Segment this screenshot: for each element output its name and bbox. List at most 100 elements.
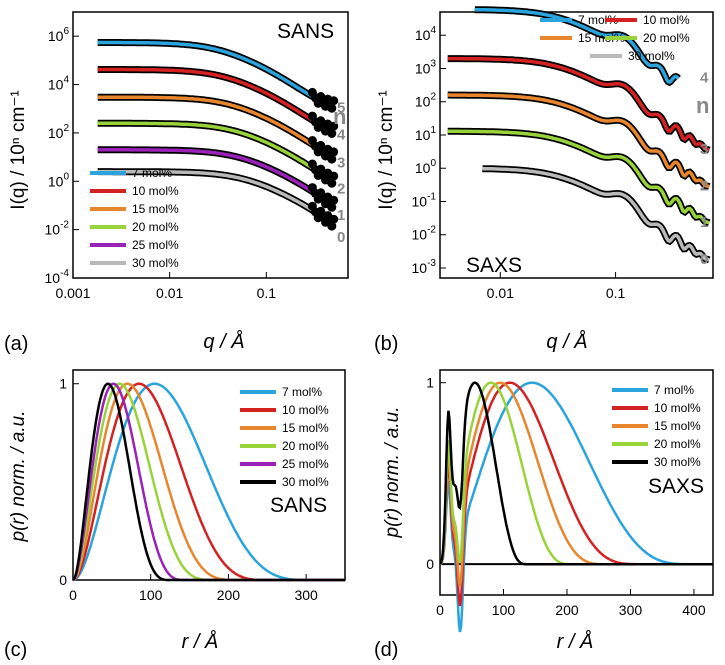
panel-c-pr-line	[72, 382, 345, 582]
panel-b-n-label: 3	[700, 141, 708, 158]
panel-a-xlabel: q / Å	[203, 330, 244, 353]
panel-a-data-point	[329, 214, 339, 224]
panel-d-pr-line	[439, 381, 713, 566]
panel-c-ytick-label: 0	[59, 572, 67, 588]
panel-c-ytick-label: 1	[59, 376, 67, 392]
panel-a-ytick-label: 102	[48, 123, 70, 141]
panel-a-fit-line	[97, 95, 335, 158]
panel-c-legend-label: 15 mol%	[282, 421, 329, 435]
panel-a-legend-label: 20 mol%	[132, 220, 179, 234]
panel-c-content: 0 100 200 300 0 1 7 mol% 10 mol% 15 mol% 20 mol% 2…	[59, 369, 346, 603]
panel-c-xtick-label: 300	[294, 587, 318, 603]
panel-b-ytick-label: 10-3	[412, 258, 437, 276]
panel-b-fit-line	[447, 56, 710, 152]
panel-a-data-point	[329, 96, 339, 106]
panel-b-title: SAXS	[466, 254, 522, 277]
panel-a-data-point	[327, 221, 337, 231]
panel-b-legend-label: 20 mol%	[643, 31, 690, 45]
panel-a-n-label: 3	[337, 155, 345, 172]
panel-a-n-label: 2	[337, 181, 345, 198]
panel-b-n-label: 2	[700, 178, 708, 195]
panel-c-ylabel: p(r) norm. / a.u.	[8, 411, 29, 543]
panel-c-legend-label: 25 mol%	[282, 457, 329, 471]
panel-b-n-header: n	[696, 93, 709, 118]
panel-a-n-label: 4	[337, 127, 346, 144]
panel-d-legend-label: 7 mol%	[654, 383, 694, 397]
panel-d-pr-line	[439, 381, 713, 633]
panel-a-xtick-label: 0.1	[257, 285, 277, 301]
panel-a-ylabel: I(q) / 10ⁿ cm⁻¹	[8, 90, 29, 209]
panel-a-data-point	[329, 195, 339, 205]
panel-a-data-point	[329, 121, 339, 131]
panel-a-legend-label: 10 mol%	[132, 184, 179, 198]
panel-b-fit-line	[447, 129, 710, 225]
panel-d-ytick-label: 0	[426, 556, 434, 572]
panel-c-xlabel: r / Å	[182, 630, 219, 653]
panel-b-ytick-label: 100	[415, 158, 437, 176]
panel-b-n-label: 1	[700, 214, 708, 231]
panel-b-frame	[439, 11, 714, 279]
panel-a-n-label: 0	[337, 229, 345, 246]
panel-c-xtick-label: 100	[139, 587, 163, 603]
panel-b-fit-line	[447, 93, 710, 189]
panel-d-legend-label: 20 mol%	[654, 437, 701, 451]
panel-a-data-point	[327, 178, 337, 188]
panel-d-content: 0 100 200 300 400 0 1 7 mol% 10 mol% 15 mol% 20 mo…	[426, 369, 714, 633]
panel-d-title: SAXS	[648, 475, 704, 498]
panel-c-xtick-label: 200	[217, 587, 241, 603]
panel-b-ylabel: I(q) / 10ⁿ cm⁻¹	[376, 90, 397, 209]
panel-a-ytick-label: 104	[48, 75, 70, 93]
panel-a-legend-label: 7 mol%	[132, 166, 172, 180]
panel-b-content: 0.01 0.1 10-3 10-2 10-1 100 101 102 103 104 4 3 2 1 0 7…	[412, 6, 714, 301]
panel-a-xtick-label: 0.001	[55, 285, 90, 301]
panel-b-ytick-label: 103	[415, 58, 437, 76]
panel-d-xtick-label: 300	[619, 602, 643, 618]
panel-b-n-label: 0	[700, 251, 708, 268]
panel-a-ytick-label: 100	[48, 171, 70, 189]
panel-a-ytick-label: 106	[48, 26, 70, 44]
panel-a-data-point	[327, 103, 337, 113]
panel-d-ytick-label: 1	[426, 375, 434, 391]
panel-a-xtick-label: 0.01	[156, 285, 183, 301]
panel-a-legend-label: 30 mol%	[132, 256, 179, 270]
panel-a-fit-line	[97, 40, 335, 107]
panel-b-ytick-label: 10-1	[412, 191, 437, 209]
panel-a-n-label: 1	[337, 207, 345, 224]
panel-b-legend-label: 10 mol%	[643, 13, 690, 27]
panel-a-data-point	[327, 154, 337, 164]
panel-a-content: 0.001 0.01 0.1 10-4 10-2 100 102 104 106 5 4 3 2 1 0 7 …	[45, 11, 349, 301]
panel-d-xtick-label: 200	[555, 602, 579, 618]
panel-d-frame	[439, 369, 714, 596]
panel-c-xtick-label: 0	[69, 587, 77, 603]
panel-b-ytick-label: 101	[415, 125, 437, 143]
panel-d-legend-label: 10 mol%	[654, 401, 701, 415]
panel-a-frame	[72, 11, 349, 279]
panel-b-ytick-label: 104	[415, 25, 437, 43]
panel-a-n-header: n	[333, 104, 346, 129]
panel-a-fit-line	[97, 67, 335, 132]
panel-a-fit-line	[97, 148, 335, 206]
panel-a-ytick-label: 10-4	[45, 268, 70, 286]
panel-c-legend-label: 20 mol%	[282, 439, 329, 453]
panel-label-c: (c)	[4, 639, 27, 661]
panel-b-fit-line	[474, 7, 680, 85]
panel-b-n-label: 4	[700, 70, 709, 87]
panel-b-fit-line	[482, 166, 710, 262]
panel-c-legend-label: 7 mol%	[282, 385, 322, 399]
panel-a-ytick-label: 10-2	[45, 220, 70, 238]
panel-b-legend-label: 7 mol%	[578, 13, 618, 27]
panel-a-data-point	[329, 171, 339, 181]
panel-a-data-point	[329, 147, 339, 157]
panel-d-xlabel: r / Å	[557, 630, 594, 653]
panel-label-b: (b)	[374, 333, 398, 355]
panel-c-legend-label: 30 mol%	[282, 475, 329, 489]
panel-b-legend-label: 15 mol%	[578, 31, 625, 45]
panel-a-title: SANS	[277, 20, 334, 43]
panel-b-xlabel: q / Å	[546, 330, 587, 353]
panel-a-legend-label: 15 mol%	[132, 202, 179, 216]
panel-d-ylabel: p(r) norm. / a.u.	[382, 407, 403, 539]
panel-d-xtick-label: 100	[492, 602, 516, 618]
panel-b-xtick-label: 0.1	[606, 285, 626, 301]
panel-d-xtick-label: 0	[436, 602, 444, 618]
